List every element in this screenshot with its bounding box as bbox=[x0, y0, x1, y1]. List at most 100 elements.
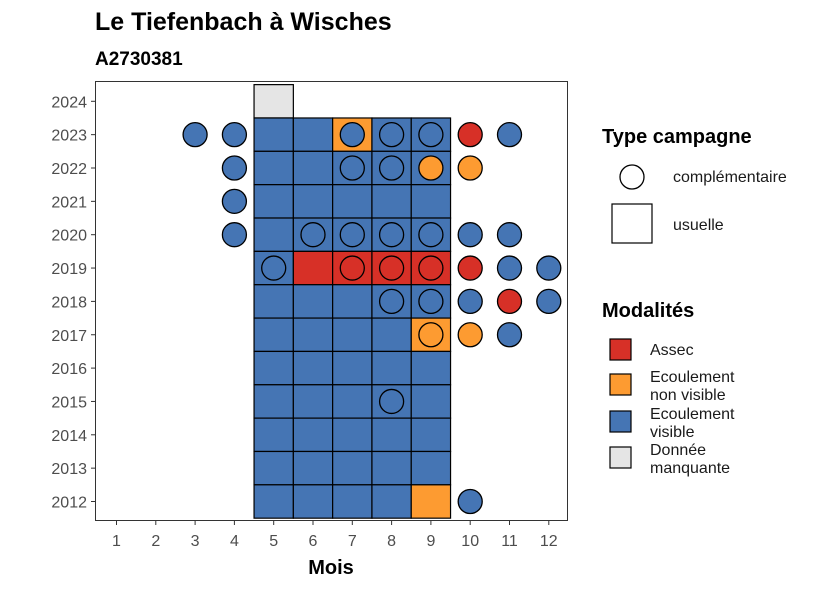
tile-2021-8 bbox=[371, 184, 412, 219]
point-2020-11 bbox=[496, 222, 523, 248]
point-2019-7 bbox=[339, 255, 365, 281]
legend-label-modalite: visible bbox=[650, 424, 695, 441]
tile-2013-5 bbox=[253, 450, 294, 486]
legend-label-modalite: Ecoulement bbox=[650, 406, 735, 423]
chart-title: Le Tiefenbach à Wisches bbox=[95, 8, 392, 36]
x-tick-label: 5 bbox=[269, 533, 278, 550]
legend-label-modalite: Assec bbox=[650, 342, 694, 359]
tile-2021-6 bbox=[292, 184, 334, 219]
tile-2023-5 bbox=[253, 117, 294, 152]
point-2023-4 bbox=[221, 121, 248, 148]
tile-2012-7 bbox=[332, 484, 373, 519]
legend-key-2 bbox=[609, 410, 632, 433]
tile-2019-6 bbox=[292, 250, 334, 286]
point-2023-3 bbox=[182, 121, 208, 148]
point-2020-6 bbox=[300, 222, 326, 248]
x-tick-label: 9 bbox=[426, 533, 435, 550]
y-tick-label: 2021 bbox=[51, 194, 87, 211]
x-tick-label: 8 bbox=[387, 533, 396, 550]
tile-2016-6 bbox=[292, 350, 334, 386]
tile-2018-6 bbox=[292, 284, 334, 319]
tile-2014-9 bbox=[410, 417, 452, 453]
point-2020-4 bbox=[221, 222, 248, 248]
x-tick-label: 2 bbox=[151, 533, 160, 550]
point-2019-11 bbox=[496, 255, 523, 281]
tile-2015-7 bbox=[332, 384, 373, 419]
point-2023-8 bbox=[378, 121, 405, 148]
tile-2012-8 bbox=[371, 484, 412, 519]
legend-label-usuelle: usuelle bbox=[673, 217, 724, 234]
tile-2016-5 bbox=[253, 350, 294, 386]
legend-key-3 bbox=[609, 446, 632, 469]
point-2017-10 bbox=[457, 322, 483, 348]
tile-2021-9 bbox=[410, 184, 452, 219]
x-tick-label: 12 bbox=[540, 533, 558, 550]
legend-circle-symbol bbox=[619, 164, 645, 190]
y-tick-label: 2018 bbox=[51, 294, 87, 311]
x-tick-label: 6 bbox=[309, 533, 318, 550]
point-2019-5 bbox=[261, 255, 287, 281]
legend-key-1 bbox=[609, 373, 632, 396]
tile-2015-6 bbox=[292, 384, 334, 419]
tile-2012-6 bbox=[292, 484, 334, 519]
point-2015-8 bbox=[378, 388, 405, 415]
tile-2014-6 bbox=[292, 417, 334, 453]
legend-square-symbol bbox=[611, 203, 653, 244]
y-tick-label: 2013 bbox=[51, 461, 87, 478]
x-tick-label: 1 bbox=[112, 533, 121, 550]
y-tick-label: 2012 bbox=[51, 495, 87, 512]
point-2022-9 bbox=[418, 155, 444, 181]
tile-2013-7 bbox=[332, 450, 373, 486]
x-tick-label: 7 bbox=[348, 533, 357, 550]
y-tick-label: 2017 bbox=[51, 328, 87, 345]
tile-2016-8 bbox=[371, 350, 412, 386]
legend-modalite-title: Modalités bbox=[602, 300, 694, 322]
legend-label-modalite: manquante bbox=[650, 460, 730, 477]
tile-2018-7 bbox=[332, 284, 373, 319]
tile-2015-9 bbox=[410, 384, 452, 419]
point-2023-11 bbox=[496, 121, 523, 148]
legend: Type campagne complémentaire usuelle Moda… bbox=[602, 126, 787, 477]
y-tick-label: 2016 bbox=[51, 361, 87, 378]
x-axis: 1 2 3 4 5 6 7 8 9 10 11 12 bbox=[112, 521, 558, 550]
y-tick-label: 2023 bbox=[51, 128, 87, 145]
point-2018-8 bbox=[378, 288, 405, 315]
tile-2022-5 bbox=[253, 150, 294, 186]
x-tick-label: 3 bbox=[191, 533, 200, 550]
point-2018-12 bbox=[536, 288, 562, 315]
tile-2017-5 bbox=[253, 317, 294, 353]
point-2019-8 bbox=[378, 255, 405, 281]
complementaire-points bbox=[182, 121, 562, 515]
point-2022-7 bbox=[339, 155, 365, 181]
point-2023-7 bbox=[339, 121, 365, 148]
tile-2012-9 bbox=[410, 484, 452, 519]
point-2020-8 bbox=[378, 222, 405, 248]
tile-2013-6 bbox=[292, 450, 334, 486]
y-tick-label: 2014 bbox=[51, 428, 87, 445]
point-2020-10 bbox=[457, 222, 483, 248]
tile-2016-7 bbox=[332, 350, 373, 386]
tile-2024-5 bbox=[253, 84, 294, 119]
tile-2013-9 bbox=[410, 450, 452, 486]
point-2018-10 bbox=[457, 288, 483, 315]
tile-2015-5 bbox=[253, 384, 294, 419]
x-tick-label: 4 bbox=[230, 533, 239, 550]
tile-2023-6 bbox=[292, 117, 334, 152]
x-tick-label: 11 bbox=[501, 533, 518, 550]
x-axis-title: Mois bbox=[308, 557, 354, 579]
tile-2021-5 bbox=[253, 184, 294, 219]
legend-label-modalite: non visible bbox=[650, 387, 726, 404]
tile-2021-7 bbox=[332, 184, 373, 219]
point-2020-7 bbox=[339, 222, 365, 248]
point-2012-10 bbox=[457, 488, 483, 515]
point-2017-9 bbox=[418, 322, 444, 348]
legend-key-0 bbox=[609, 338, 632, 361]
point-2019-9 bbox=[418, 255, 444, 281]
tile-2022-6 bbox=[292, 150, 334, 186]
tile-2014-5 bbox=[253, 417, 294, 453]
tile-2016-9 bbox=[410, 350, 452, 386]
point-2022-10 bbox=[457, 155, 483, 181]
point-2022-4 bbox=[221, 155, 248, 181]
tile-2017-7 bbox=[332, 317, 373, 353]
